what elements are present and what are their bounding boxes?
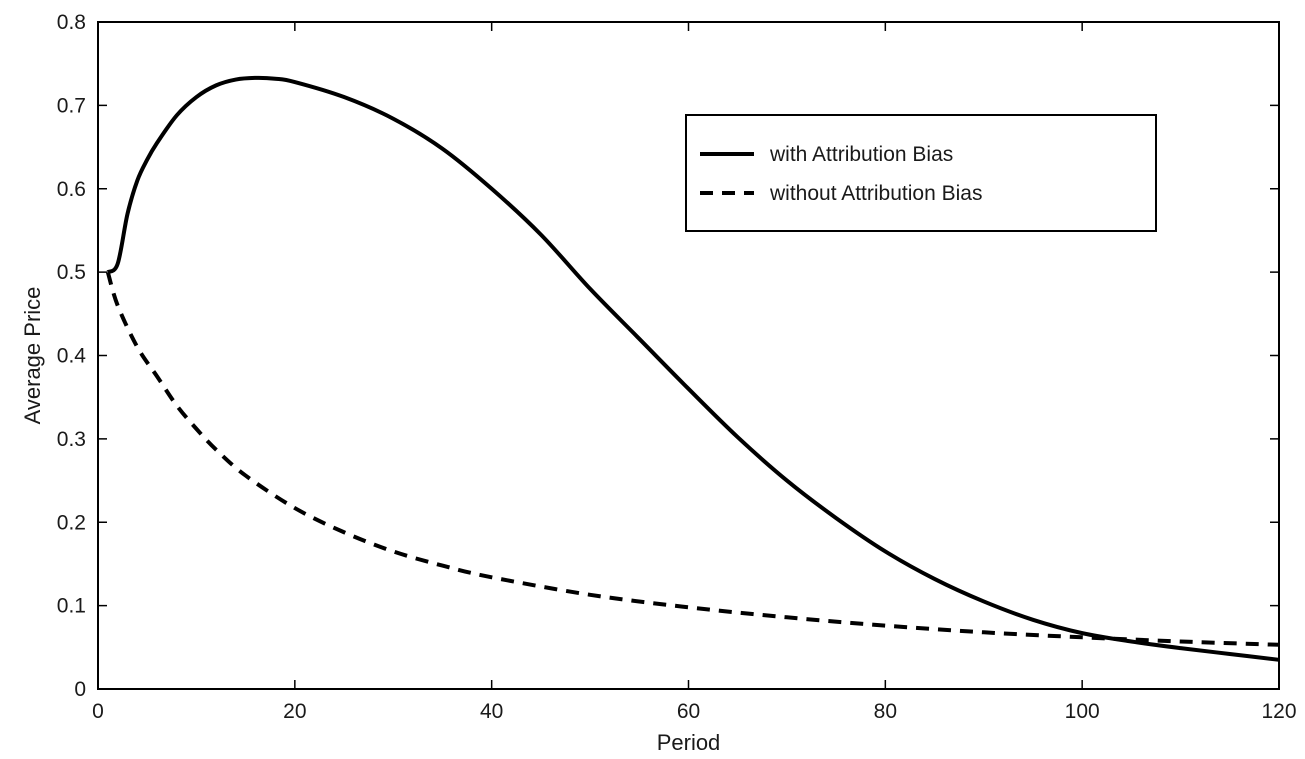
x-tick-label: 80 (874, 700, 897, 723)
y-tick-label: 0 (74, 678, 86, 701)
y-axis-title: Average Price (20, 287, 45, 425)
x-tick-label: 100 (1065, 700, 1100, 723)
y-tick-label: 0.7 (57, 94, 86, 117)
y-tick-label: 0.4 (57, 345, 87, 368)
legend-label-with-attribution-bias: with Attribution Bias (769, 143, 953, 166)
x-axis-title: Period (657, 730, 721, 755)
x-tick-label: 20 (283, 700, 306, 723)
y-tick-label: 0.6 (57, 178, 86, 201)
series-line-with-attribution-bias (106, 75, 1280, 662)
x-tick-label: 0 (92, 700, 104, 723)
y-tick-label: 0.8 (57, 11, 86, 34)
y-tick-label: 0.2 (57, 511, 86, 534)
y-tick-label: 0.3 (57, 428, 86, 451)
x-tick-label: 60 (677, 700, 700, 723)
y-tick-label: 0.5 (57, 261, 86, 284)
legend-box (685, 114, 1157, 232)
legend: with Attribution Bias without Attributio… (685, 114, 1157, 232)
y-tick-label: 0.1 (57, 595, 86, 618)
x-tick-label: 120 (1261, 700, 1296, 723)
x-tick-label: 40 (480, 700, 503, 723)
legend-label-without-attribution-bias: without Attribution Bias (769, 182, 982, 205)
plot-area: 0 20 40 60 80 100 120 0 0.1 0.2 0.3 0.4 0.5 0.6 0.7 0.8 (57, 11, 1297, 723)
series-line-without-attribution-bias (105, 271, 1280, 647)
